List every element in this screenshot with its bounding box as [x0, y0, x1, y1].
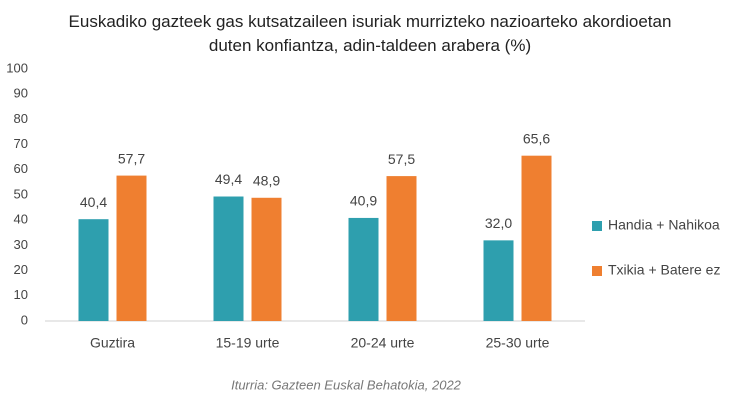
- y-tick-label: 0: [21, 312, 28, 327]
- legend-swatch: [592, 221, 602, 231]
- value-label: 65,6: [523, 130, 550, 146]
- x-tick-label: 25-30 urte: [486, 335, 550, 351]
- x-tick-label: Guztira: [90, 335, 135, 351]
- bar: [348, 217, 379, 321]
- y-tick-label: 100: [6, 60, 28, 75]
- y-tick-label: 50: [14, 186, 28, 201]
- value-label: 57,7: [118, 150, 145, 166]
- value-label: 32,0: [485, 215, 512, 231]
- x-tick-label: 20-24 urte: [351, 335, 415, 351]
- bar: [116, 175, 147, 321]
- bar: [521, 155, 552, 321]
- y-tick-label: 10: [14, 287, 28, 302]
- x-tick-label: 15-19 urte: [216, 335, 280, 351]
- bar: [386, 176, 417, 321]
- chart-title: Euskadiko gazteek gas kutsatzaileen isur…: [68, 12, 672, 55]
- source-note: Iturria: Gazteen Euskal Behatokia, 2022: [231, 377, 462, 392]
- legend-label: Txikia + Batere ez: [608, 262, 720, 278]
- value-label: 40,4: [80, 194, 107, 210]
- bar: [213, 196, 244, 321]
- value-label: 49,4: [215, 171, 242, 187]
- y-tick-label: 90: [14, 86, 28, 101]
- y-tick-label: 70: [14, 136, 28, 151]
- legend-label: Handia + Nahikoa: [608, 217, 720, 233]
- bar: [78, 219, 109, 321]
- value-label: 40,9: [350, 193, 377, 209]
- bar: [251, 197, 282, 321]
- legend-swatch: [592, 266, 602, 276]
- y-tick-label: 40: [14, 212, 28, 227]
- y-tick-label: 20: [14, 262, 28, 277]
- value-label: 48,9: [253, 172, 280, 188]
- y-tick-label: 60: [14, 161, 28, 176]
- y-tick-label: 30: [14, 237, 28, 252]
- bar: [483, 240, 514, 321]
- value-label: 57,5: [388, 151, 415, 167]
- y-tick-label: 80: [14, 111, 28, 126]
